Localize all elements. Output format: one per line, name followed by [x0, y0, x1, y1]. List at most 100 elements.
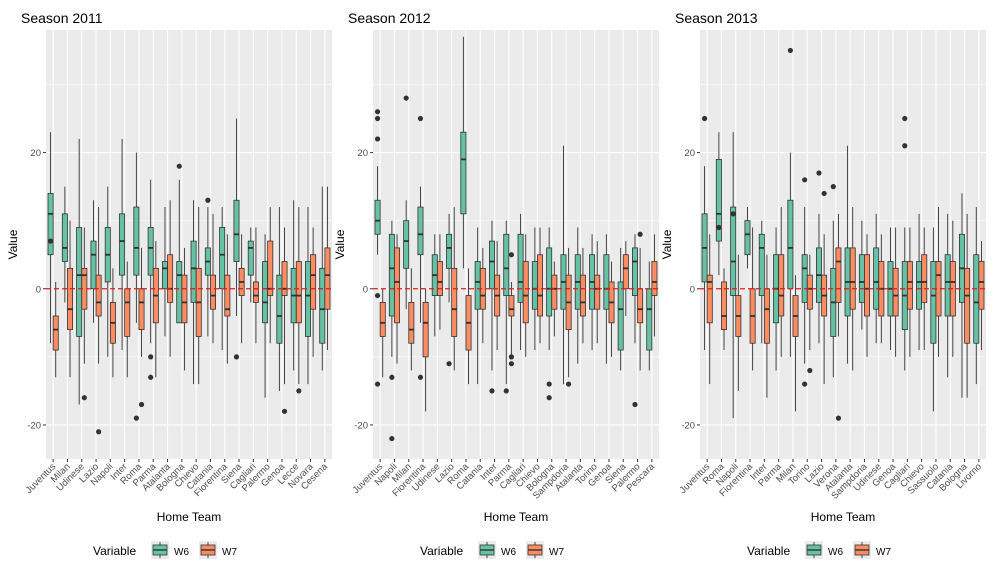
y-tick-label: -20 — [27, 420, 41, 431]
boxplot-w7-juventus — [706, 234, 713, 385]
outlier-point — [701, 115, 708, 122]
boxplot-w6-inter — [489, 220, 495, 394]
boxplot-w7-lazio — [821, 190, 828, 385]
boxplot-w7-torino — [806, 254, 813, 374]
box-iqr — [892, 267, 899, 317]
box-iqr — [276, 274, 283, 344]
outlier-point — [802, 381, 808, 387]
boxplot-w7-novara — [310, 227, 317, 357]
boxplot-w7-udinese — [436, 234, 443, 330]
outlier-point — [417, 374, 424, 380]
legend-panel-3: Variable W6 W7 — [747, 541, 891, 559]
outlier-point — [96, 429, 102, 435]
outlier-point — [47, 238, 54, 244]
legend-item-w6: W6 — [805, 541, 843, 559]
x-axis-title: Home Team — [157, 510, 221, 524]
y-axis-title: Value — [660, 229, 674, 259]
boxplot-w7-juventus — [52, 281, 59, 378]
box-iqr — [622, 254, 629, 290]
box-iqr — [537, 254, 543, 317]
box-iqr — [964, 267, 971, 344]
box-iqr — [210, 274, 216, 310]
y-tick-label: 0 — [36, 284, 41, 295]
box-iqr — [267, 240, 274, 296]
box-iqr — [374, 199, 381, 235]
box-iqr — [52, 315, 59, 351]
panel-2: Season 2012-20020JuventusNapoliMilanFior… — [333, 10, 659, 524]
series-w7 — [52, 186, 331, 435]
boxplot-w6-inter — [119, 138, 126, 351]
box-iqr — [133, 206, 140, 276]
box-iqr — [858, 254, 865, 303]
outlier-point — [148, 374, 154, 380]
boxplot-w6-roma — [715, 132, 722, 276]
box-iqr — [422, 301, 429, 358]
box-iqr — [138, 288, 145, 331]
box-iqr — [617, 281, 624, 351]
series-w6 — [701, 47, 980, 419]
box-iqr — [61, 213, 68, 262]
box-iqr — [451, 267, 458, 337]
outlier-point — [716, 224, 722, 231]
boxplot-w7-napoli — [735, 254, 742, 391]
legend-label: W7 — [222, 547, 237, 558]
boxplot-w7-roma — [721, 268, 727, 351]
boxplot-w7-siena — [238, 234, 245, 344]
box-iqr — [721, 281, 727, 331]
boxplot-w6-juventus — [374, 109, 381, 387]
box-iqr — [801, 254, 808, 303]
boxplot-w6-milan — [61, 186, 68, 303]
outlier-point — [835, 415, 842, 421]
boxplot-w7-juventus — [379, 288, 386, 378]
boxplot-w7-cagliari — [906, 227, 913, 357]
box-iqr — [849, 247, 856, 310]
box-iqr — [281, 261, 288, 296]
outlier-point — [148, 354, 154, 360]
box-iqr — [408, 301, 415, 344]
boxplot-w7-cagliari — [522, 234, 529, 357]
box-iqr — [474, 261, 481, 310]
box-iqr — [436, 261, 443, 296]
outlier-point — [816, 170, 822, 176]
outlier-point — [902, 115, 908, 122]
legend-label: W6 — [828, 547, 843, 558]
panel-background — [373, 30, 659, 459]
series-w7 — [706, 190, 985, 421]
box-iqr — [233, 199, 240, 262]
boxplot-w6-lecce — [290, 200, 297, 371]
legend-label: W6 — [174, 547, 189, 558]
outlier-point — [233, 354, 240, 360]
boxplot-w7-roma — [138, 247, 145, 408]
box-iqr — [579, 274, 586, 317]
boxplot-w6-lazio — [90, 200, 97, 323]
boxplot-w7-livorno — [978, 241, 985, 351]
boxplot-w6-siena — [233, 118, 240, 360]
y-tick-label: 20 — [30, 148, 41, 159]
outlier-point — [637, 231, 643, 237]
box-iqr — [778, 254, 785, 317]
panel-background — [46, 30, 332, 459]
boxplot-w7-napoli — [109, 268, 116, 378]
box-iqr — [730, 206, 737, 296]
box-iqr — [594, 274, 601, 310]
boxplot-w6-bologna — [959, 193, 965, 398]
legend-label: W7 — [549, 547, 564, 558]
outlier-point — [281, 408, 288, 414]
box-iqr — [124, 288, 131, 337]
y-tick-label: -20 — [681, 420, 695, 431]
outlier-point — [508, 354, 515, 360]
outlier-point — [133, 415, 139, 421]
boxplot-w6-parma — [503, 220, 510, 394]
boxplot-w6-palermo — [632, 234, 638, 408]
outlier-point — [205, 197, 211, 203]
boxplot-w6-juventus — [47, 132, 54, 344]
legend-item-w7: W7 — [199, 541, 237, 559]
outlier-point — [389, 435, 395, 442]
box-iqr — [90, 240, 97, 290]
series-w6 — [47, 118, 326, 421]
outlier-point — [446, 361, 452, 367]
legend-title: Variable — [747, 544, 790, 558]
legend-panel-2: Variable W6 W7 — [420, 541, 564, 559]
boxplot-w7-parma — [152, 241, 159, 378]
